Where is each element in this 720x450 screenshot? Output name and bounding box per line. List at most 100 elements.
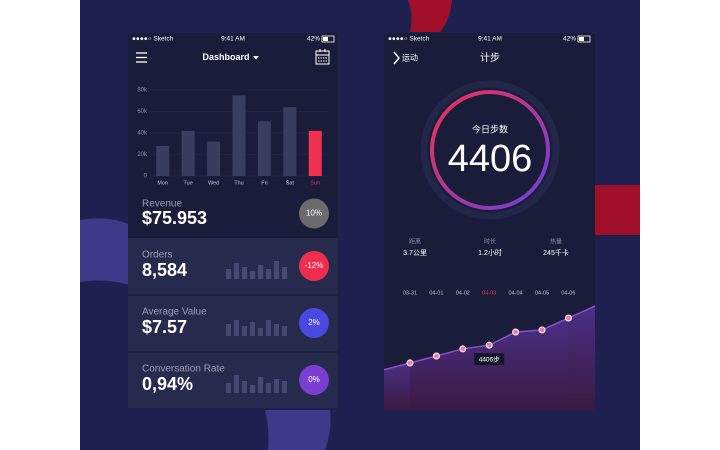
badge-text: -12% (305, 261, 324, 270)
bar (283, 107, 297, 176)
mini-bar (266, 269, 271, 279)
mini-bar (282, 381, 287, 393)
point (485, 341, 493, 349)
mini-bar (266, 320, 271, 336)
metric-label: Orders (142, 250, 173, 261)
x-tick-label: 04-03 (482, 290, 496, 296)
back-chevron[interactable] (393, 51, 400, 65)
point (459, 345, 467, 353)
bar (257, 121, 271, 176)
point (538, 326, 546, 334)
mini-bar (226, 324, 231, 336)
mini-bar (258, 265, 263, 279)
mini-bar (226, 383, 231, 393)
mini-bar (250, 385, 255, 393)
area-edge (384, 362, 410, 410)
x-tick-label: Wed (208, 180, 219, 186)
mini-bar (266, 383, 271, 393)
stat-value: 245千卡 (543, 248, 569, 257)
stat-label: 时长 (484, 238, 496, 246)
mini-bar (282, 267, 287, 279)
ring (430, 90, 550, 210)
dropdown-arrow[interactable] (253, 56, 259, 60)
x-tick-label: Tue (184, 180, 193, 186)
mini-bar (234, 375, 239, 393)
stat-value: 1.2小时 (478, 248, 502, 257)
mini-bar (234, 320, 239, 336)
x-tick-label: 04-01 (429, 290, 443, 296)
value-label: 4406步 (479, 355, 500, 363)
today-steps: 4406 (448, 138, 533, 180)
stat-label: 距离 (409, 238, 421, 246)
battery-level (323, 37, 328, 41)
line-edge (383, 305, 596, 371)
x-tick-label: 04-06 (561, 290, 575, 296)
metric-value: $7.57 (142, 317, 187, 337)
point (406, 359, 414, 367)
badge (299, 251, 329, 281)
deco-red (408, 0, 452, 32)
time: 9:41 AM (221, 36, 245, 43)
x-tick-label: 03-31 (403, 290, 417, 296)
x-tick-label: Sat (286, 180, 295, 186)
x-tick-label: Fri (261, 180, 267, 186)
bar (181, 130, 195, 176)
mini-bar (242, 381, 247, 393)
bar (232, 95, 246, 176)
bar (207, 141, 221, 176)
badge-text: 2% (308, 318, 320, 327)
x-tick-label: 04-02 (456, 290, 470, 296)
badge (299, 308, 329, 338)
metric-label: Average Value (142, 307, 207, 318)
point (512, 328, 520, 336)
mini-bar (274, 379, 279, 393)
battery-level (579, 37, 584, 41)
ring-track (420, 80, 560, 220)
x-tick-label: Mon (157, 180, 168, 186)
badge-text: 0% (308, 375, 320, 384)
metric-label: Conversation Rate (142, 364, 225, 375)
deco-red (595, 185, 640, 235)
calendar-button[interactable] (315, 49, 330, 65)
mini-bar (274, 324, 279, 336)
mini-bar (242, 267, 247, 279)
x-tick-label: Thu (234, 180, 243, 186)
y-tick-label: 40k (137, 131, 148, 137)
badge-text: 10% (306, 209, 322, 218)
battery: 42% (563, 36, 576, 43)
deco-purple (80, 218, 130, 285)
mini-bar (274, 261, 279, 279)
mini-bar (234, 263, 239, 279)
stat-value: 3.7公里 (403, 249, 427, 257)
y-tick-label: 60k (137, 109, 148, 115)
badge (299, 198, 329, 229)
menu-button[interactable] (136, 52, 147, 63)
screen-title[interactable]: Dashboard (202, 52, 249, 62)
back-button[interactable]: 运动 (402, 53, 418, 63)
today-label: 今日步数 (472, 123, 508, 134)
mini-bar (258, 328, 263, 336)
carrier: ●●●●○ Sketch (132, 36, 174, 43)
y-tick-label: 20k (137, 152, 148, 158)
y-tick-label: 0 (144, 174, 148, 180)
bar (308, 130, 322, 176)
mini-bar (250, 271, 255, 279)
battery-icon (577, 35, 591, 43)
x-tick-label: Sun (310, 180, 320, 186)
point (432, 352, 440, 360)
stat-label: 热量 (550, 238, 562, 246)
metric-value: 0,94% (142, 374, 193, 394)
mini-bar (258, 377, 263, 393)
area-edge (568, 306, 595, 410)
metric-value: $75.953 (142, 208, 207, 228)
deco-purple (265, 410, 331, 450)
x-tick-label: 04-04 (509, 290, 523, 296)
screen-title: 计步 (480, 51, 500, 64)
bar (156, 145, 170, 176)
metric-label: Revenue (142, 199, 182, 210)
carrier: ●●●●○ Sketch (388, 36, 430, 43)
battery: 42% (307, 36, 320, 43)
mini-bar (250, 322, 255, 336)
y-tick-label: 80k (137, 88, 148, 94)
